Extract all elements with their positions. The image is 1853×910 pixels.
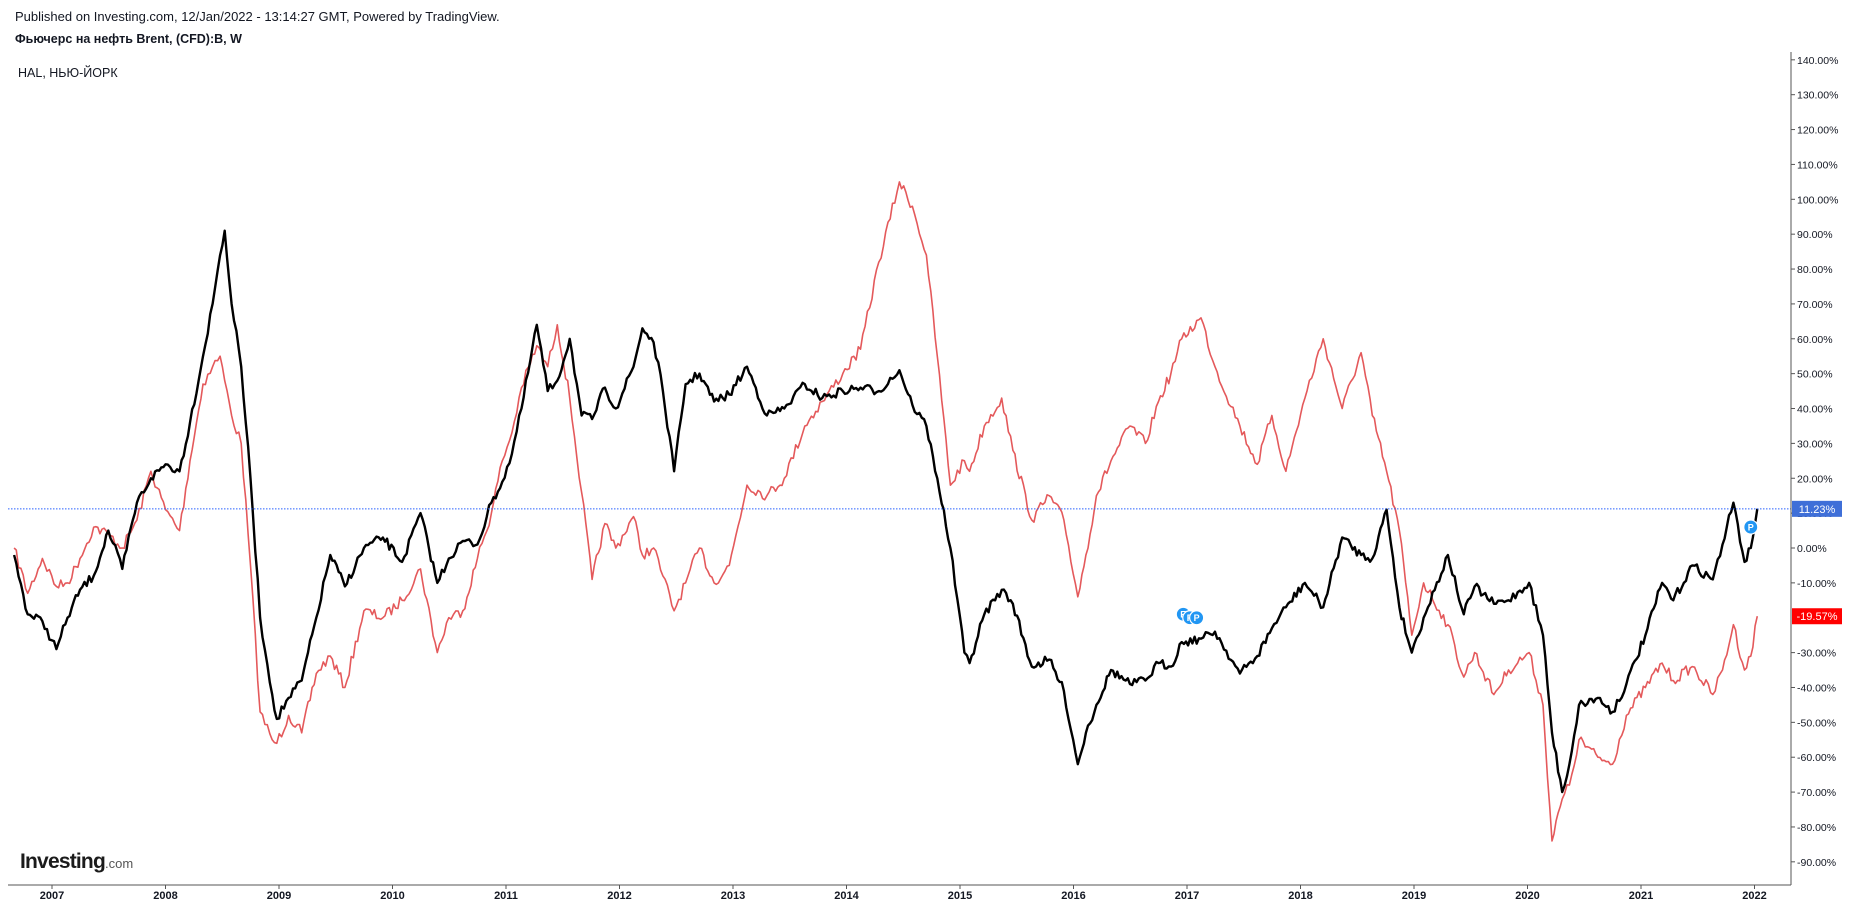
x-tick-label: 2018: [1288, 890, 1312, 902]
y-tick-label: 80.00%: [1797, 264, 1833, 276]
marker-layer: EPPP: [1175, 519, 1759, 626]
y-tick-label: 130.00%: [1797, 90, 1838, 102]
x-tick-label: 2020: [1515, 890, 1539, 902]
x-tick-label: 2017: [1175, 890, 1199, 902]
y-tick-label: 0.00%: [1797, 543, 1827, 555]
x-tick-label: 2007: [40, 890, 64, 902]
x-tick-label: 2014: [834, 890, 859, 902]
y-tick-label: -80.00%: [1797, 822, 1836, 834]
time-scale[interactable]: 2007 2008 2009 2010 2011 2012 2013 2014 2015 2016…: [40, 885, 1767, 902]
x-tick-label: 2010: [380, 890, 404, 902]
last-value-labels: 11.23% -19.57%: [1792, 500, 1842, 625]
compare-symbol-label: HAL, НЬЮ-ЙОРК: [18, 66, 118, 80]
y-tick-label: -50.00%: [1797, 717, 1836, 729]
y-tick-label: 140.00%: [1797, 55, 1838, 67]
y-tick-label: -10.00%: [1797, 578, 1836, 590]
y-tick-label: 30.00%: [1797, 438, 1833, 450]
y-tick-label: 20.00%: [1797, 473, 1833, 485]
symbol-title: Фьючерс на нефть Brent, (CFD):B, W: [15, 32, 242, 46]
y-tick-label: -30.00%: [1797, 648, 1836, 660]
event-marker[interactable]: [1743, 519, 1759, 535]
y-tick-label: -40.00%: [1797, 682, 1836, 694]
y-tick-label: 110.00%: [1797, 159, 1838, 171]
event-marker-label: P: [1194, 613, 1200, 623]
event-marker[interactable]: [1189, 610, 1205, 626]
logo-suffix: .com: [104, 856, 134, 871]
primary-last-value-label: 11.23%: [1799, 504, 1836, 516]
primary-series-line: [12, 229, 1759, 794]
y-tick-label: -70.00%: [1797, 787, 1836, 799]
x-tick-label: 2022: [1742, 890, 1766, 902]
y-tick-label: 70.00%: [1797, 299, 1833, 311]
x-tick-label: 2008: [153, 890, 177, 902]
compare-last-value-badge: [1792, 608, 1842, 625]
y-tick-label: -90.00%: [1797, 857, 1836, 869]
y-tick-label: 40.00%: [1797, 404, 1833, 416]
compare-series-line: [13, 181, 1759, 842]
y-tick-label: -60.00%: [1797, 752, 1836, 764]
x-tick-label: 2012: [607, 890, 631, 902]
primary-last-value-badge: [1792, 500, 1842, 517]
x-tick-label: 2015: [948, 890, 972, 902]
series-layer: [8, 181, 1791, 842]
x-tick-label: 2013: [721, 890, 745, 902]
y-tick-label: 100.00%: [1797, 194, 1838, 206]
price-scale[interactable]: 140.00% 130.00% 120.00% 110.00% 100.00% 90.00…: [1791, 55, 1838, 869]
x-tick-label: 2009: [267, 890, 291, 902]
published-info: Published on Investing.com, 12/Jan/2022 …: [15, 9, 500, 24]
y-tick-label: 60.00%: [1797, 334, 1833, 346]
investing-logo: Investing.com: [20, 850, 133, 874]
x-tick-label: 2016: [1061, 890, 1085, 902]
y-tick-label: 50.00%: [1797, 369, 1833, 381]
x-tick-label: 2011: [494, 890, 518, 902]
event-marker-label: P: [1748, 522, 1754, 532]
y-tick-label: 90.00%: [1797, 229, 1833, 241]
x-tick-label: 2019: [1402, 890, 1426, 902]
y-tick-label: 120.00%: [1797, 125, 1838, 137]
compare-last-value-label: -19.57%: [1797, 611, 1838, 623]
x-tick-label: 2021: [1629, 890, 1653, 902]
logo-brand: Investing: [20, 850, 106, 873]
